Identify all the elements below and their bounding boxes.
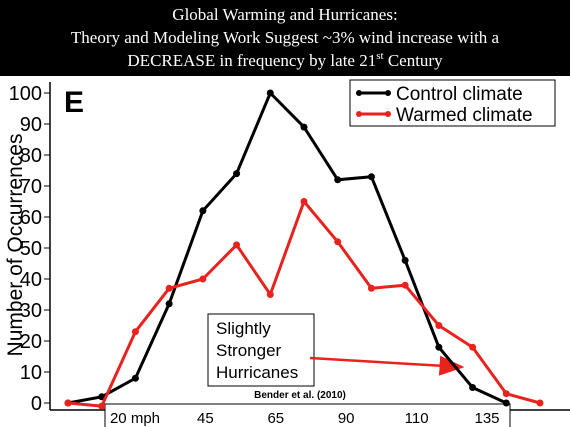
point (536, 399, 544, 407)
point (469, 384, 477, 391)
point (131, 328, 139, 336)
point (199, 207, 207, 215)
point (266, 89, 274, 97)
point (435, 322, 443, 329)
point (367, 284, 375, 292)
y-tick-label: 100 (9, 83, 42, 105)
point (300, 198, 308, 205)
y-tick-label: 60 (20, 207, 42, 229)
point (502, 390, 510, 398)
x-label-box (104, 403, 511, 427)
x-tick-label: 135 (474, 410, 499, 427)
point (334, 176, 342, 184)
point (165, 284, 173, 292)
x-tick-label: 20 mph (110, 410, 160, 427)
title-sup: st (376, 50, 383, 62)
point (233, 170, 241, 178)
legend-box (349, 79, 556, 127)
x-tick-label: 65 (267, 410, 284, 427)
annotation: Stronger (216, 341, 282, 360)
annotation: Hurricanes (216, 363, 298, 382)
title-text: DECREASE in frequency by late 21 (127, 51, 376, 70)
annotation: Slightly (216, 319, 271, 338)
x-tick-label: 90 (338, 410, 355, 427)
point (98, 402, 106, 410)
y-tick-label: 40 (20, 269, 42, 291)
x-tick-label: 110 (405, 410, 429, 427)
series-line (67, 90, 507, 405)
point (334, 238, 342, 246)
annotation-box (207, 313, 315, 387)
annotation-arrow (309, 355, 465, 376)
point (401, 281, 409, 289)
point (435, 343, 443, 351)
y-axis-label: Number of Occurrences (4, 134, 27, 357)
legend-dot (356, 111, 362, 117)
point (401, 256, 409, 264)
point (469, 343, 477, 351)
y-tick-label: 90 (20, 114, 42, 136)
y-tick-label: 0 (31, 393, 42, 415)
point (64, 399, 72, 407)
title-line: Theory and Modeling Work Suggest ~3% win… (71, 28, 500, 47)
y-tick-label: 20 (20, 331, 42, 353)
header-band (0, 0, 570, 76)
point (131, 374, 139, 382)
y-tick-label: 30 (20, 300, 42, 322)
y-tick-label: 10 (20, 362, 42, 384)
point (367, 173, 375, 181)
x-tick-label: 45 (197, 410, 214, 427)
legend-dot (356, 90, 362, 96)
y-tick-label: 70 (20, 176, 42, 198)
point (199, 275, 207, 283)
title-line: Global Warming and Hurricanes: (172, 5, 397, 24)
point (165, 300, 173, 308)
point (300, 123, 308, 131)
legend-dot (385, 90, 391, 96)
y-tick-label: 80 (20, 145, 42, 167)
title-after: Century (384, 51, 444, 70)
panel-label: E (64, 86, 84, 119)
point (502, 399, 510, 407)
point (233, 241, 241, 249)
legend-label: Warmed climate (396, 105, 533, 126)
title-line: DECREASE in frequency by late 21st Centu… (127, 50, 443, 70)
point (266, 291, 274, 298)
source: Bender et al. (2010) (254, 390, 346, 401)
y-tick-label: 50 (20, 238, 42, 260)
legend-label: Control climate (396, 84, 523, 105)
point (98, 393, 106, 401)
legend-dot (385, 111, 391, 117)
